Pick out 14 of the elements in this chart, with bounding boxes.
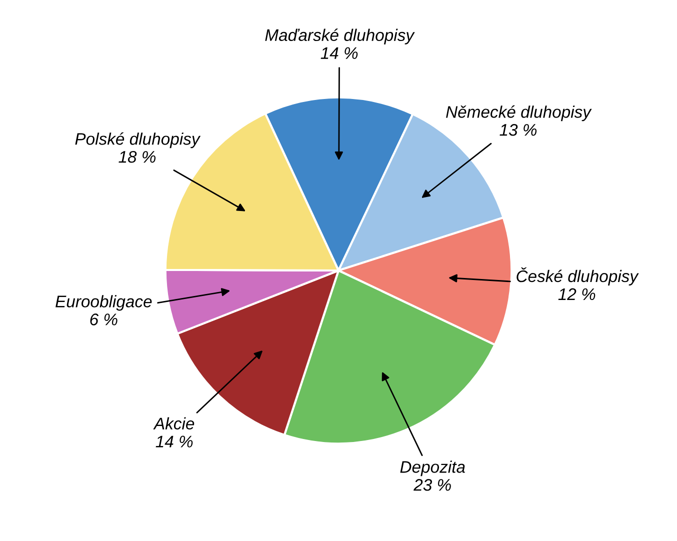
data-label: 14 % — [156, 436, 193, 448]
data-label: 13 % — [500, 124, 537, 136]
slice-label: Depozita — [400, 460, 465, 476]
slice-label: Euroobligace — [56, 295, 152, 311]
data-label: 14 % — [320, 47, 358, 59]
data-label: 18 % — [118, 151, 156, 163]
slice-label: Akcie — [153, 417, 194, 430]
slice-label: Maďarské dluhopisy — [265, 28, 415, 44]
data-label: 23 % — [414, 479, 451, 491]
slice-label: České dluhopisy — [516, 267, 639, 286]
data-label: 6 % — [90, 314, 118, 326]
slice-label: Německé dluhopisy — [446, 105, 592, 122]
slice-label: Polské dluhopisy — [75, 132, 201, 148]
data-label: 12 % — [558, 288, 596, 300]
